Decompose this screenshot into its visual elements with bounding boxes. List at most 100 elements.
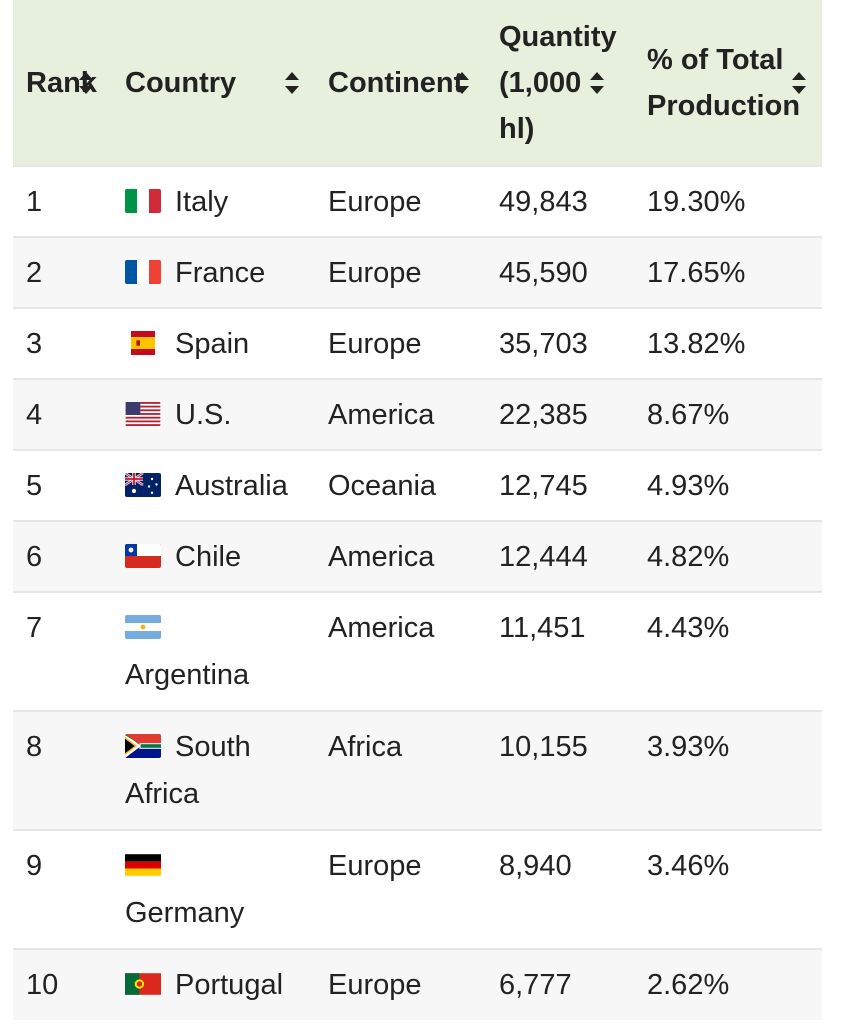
country-cell: Germany <box>113 830 314 949</box>
quantity-cell: 6,777 <box>499 969 572 1001</box>
country-cell: Italy <box>113 166 314 237</box>
country-name: Chile <box>175 541 242 573</box>
country-cell: France <box>113 237 314 308</box>
sort-arrows-icon[interactable] <box>453 70 471 96</box>
spain-flag-icon <box>125 331 161 355</box>
sort-arrows-icon[interactable] <box>790 70 808 96</box>
quantity-cell: 22,385 <box>499 399 588 431</box>
column-header-country[interactable]: Country <box>113 0 314 166</box>
percent-cell: 4.93% <box>647 470 730 502</box>
table-row: 9 Germany Europe 8,940 3.46% <box>13 830 822 949</box>
quantity-cell: 49,843 <box>499 186 588 218</box>
sort-arrows-icon[interactable] <box>77 70 95 96</box>
portugal-flag-icon <box>125 972 161 996</box>
rank-cell: 7 <box>26 612 43 644</box>
continent-cell: Europe <box>328 257 422 289</box>
quantity-header-label: Quantity (1,000 hl) <box>499 14 617 152</box>
percent-cell: 2.62% <box>647 969 730 1001</box>
table-row: 3 Spain Europe 35,703 13.82% <box>13 308 822 379</box>
rank-cell: 5 <box>26 470 43 502</box>
column-header-percent[interactable]: % of Total Production <box>634 0 822 166</box>
germany-flag-icon <box>125 853 161 877</box>
table-row: 2 France Europe 45,590 17.65% <box>13 237 822 308</box>
south-africa-flag-icon <box>125 734 161 758</box>
column-header-rank[interactable]: Rank <box>13 0 113 166</box>
column-header-continent[interactable]: Continent <box>314 0 484 166</box>
percent-cell: 3.93% <box>647 731 730 763</box>
quantity-header-line-2: (1,000 <box>499 66 582 99</box>
table-row: 6 Chile America 12,444 4.82% <box>13 521 822 592</box>
percent-cell: 19.30% <box>647 186 746 218</box>
country-name: Australia <box>175 470 288 502</box>
continent-cell: Europe <box>328 186 422 218</box>
table-row: 8 South Africa Africa 10,155 3.93% <box>13 711 822 830</box>
country-cell: South Africa <box>113 711 314 830</box>
sort-arrows-icon[interactable] <box>283 70 301 96</box>
percent-cell: 4.43% <box>647 612 730 644</box>
rank-cell: 8 <box>26 731 43 763</box>
percent-cell: 3.46% <box>647 850 730 882</box>
table-row: 7 Argentina America 11,451 4.43% <box>13 592 822 711</box>
table-row: 4 U.S. America 22,385 8.67% <box>13 379 822 450</box>
column-header-quantity[interactable]: Quantity (1,000 hl) <box>484 0 634 166</box>
australia-flag-icon <box>125 473 161 497</box>
country-name: South Africa <box>125 731 251 810</box>
rank-header-label: Rank <box>26 66 97 99</box>
country-name: Italy <box>175 186 229 218</box>
table-row: 10 Portugal Europe 6,777 2.62% <box>13 949 822 1020</box>
country-name: Argentina <box>125 659 250 691</box>
country-name: Portugal <box>175 969 284 1001</box>
quantity-cell: 10,155 <box>499 731 588 763</box>
continent-cell: Oceania <box>328 470 437 502</box>
percent-header-label: % of Total Production <box>647 37 800 129</box>
continent-cell: America <box>328 541 435 573</box>
country-name: Germany <box>125 897 245 929</box>
table-header-row: Rank Country Continent Quantity <box>13 0 822 166</box>
quantity-header-line-3: hl) <box>499 112 535 145</box>
france-flag-icon <box>125 260 161 284</box>
rank-cell: 6 <box>26 541 43 573</box>
percent-cell: 13.82% <box>647 328 746 360</box>
quantity-cell: 12,444 <box>499 541 588 573</box>
production-table-container: Rank Country Continent Quantity <box>13 0 822 1020</box>
country-name: France <box>175 257 266 289</box>
country-cell: Spain <box>113 308 314 379</box>
chile-flag-icon <box>125 544 161 568</box>
percent-header-line-1: % of Total <box>647 43 784 76</box>
continent-cell: Europe <box>328 969 422 1001</box>
continent-cell: Europe <box>328 328 422 360</box>
quantity-cell: 35,703 <box>499 328 588 360</box>
continent-cell: America <box>328 612 435 644</box>
quantity-header-line-1: Quantity <box>499 20 617 53</box>
us-flag-icon <box>125 402 161 426</box>
wine-production-table: Rank Country Continent Quantity <box>13 0 822 1020</box>
country-cell: Portugal <box>113 949 314 1020</box>
country-cell: Argentina <box>113 592 314 711</box>
rank-cell: 9 <box>26 850 43 882</box>
continent-header-label: Continent <box>328 66 464 99</box>
rank-cell: 1 <box>26 186 43 218</box>
sort-arrows-icon[interactable] <box>588 70 606 96</box>
rank-cell: 4 <box>26 399 43 431</box>
table-row: 5 Australia Oceania 12,745 4.93% <box>13 450 822 521</box>
italy-flag-icon <box>125 189 161 213</box>
continent-cell: America <box>328 399 435 431</box>
percent-header-line-2: Production <box>647 89 801 122</box>
rank-cell: 10 <box>26 969 59 1001</box>
continent-cell: Africa <box>328 731 403 763</box>
rank-cell: 3 <box>26 328 43 360</box>
quantity-cell: 12,745 <box>499 470 588 502</box>
table-row: 1 Italy Europe 49,843 19.30% <box>13 166 822 237</box>
quantity-cell: 45,590 <box>499 257 588 289</box>
country-cell: Australia <box>113 450 314 521</box>
country-cell: U.S. <box>113 379 314 450</box>
continent-cell: Europe <box>328 850 422 882</box>
rank-cell: 2 <box>26 257 43 289</box>
country-header-label: Country <box>125 66 237 99</box>
country-name: U.S. <box>175 399 232 431</box>
quantity-cell: 11,451 <box>499 612 586 644</box>
percent-cell: 17.65% <box>647 257 746 289</box>
quantity-cell: 8,940 <box>499 850 572 882</box>
argentina-flag-icon <box>125 615 161 639</box>
country-cell: Chile <box>113 521 314 592</box>
